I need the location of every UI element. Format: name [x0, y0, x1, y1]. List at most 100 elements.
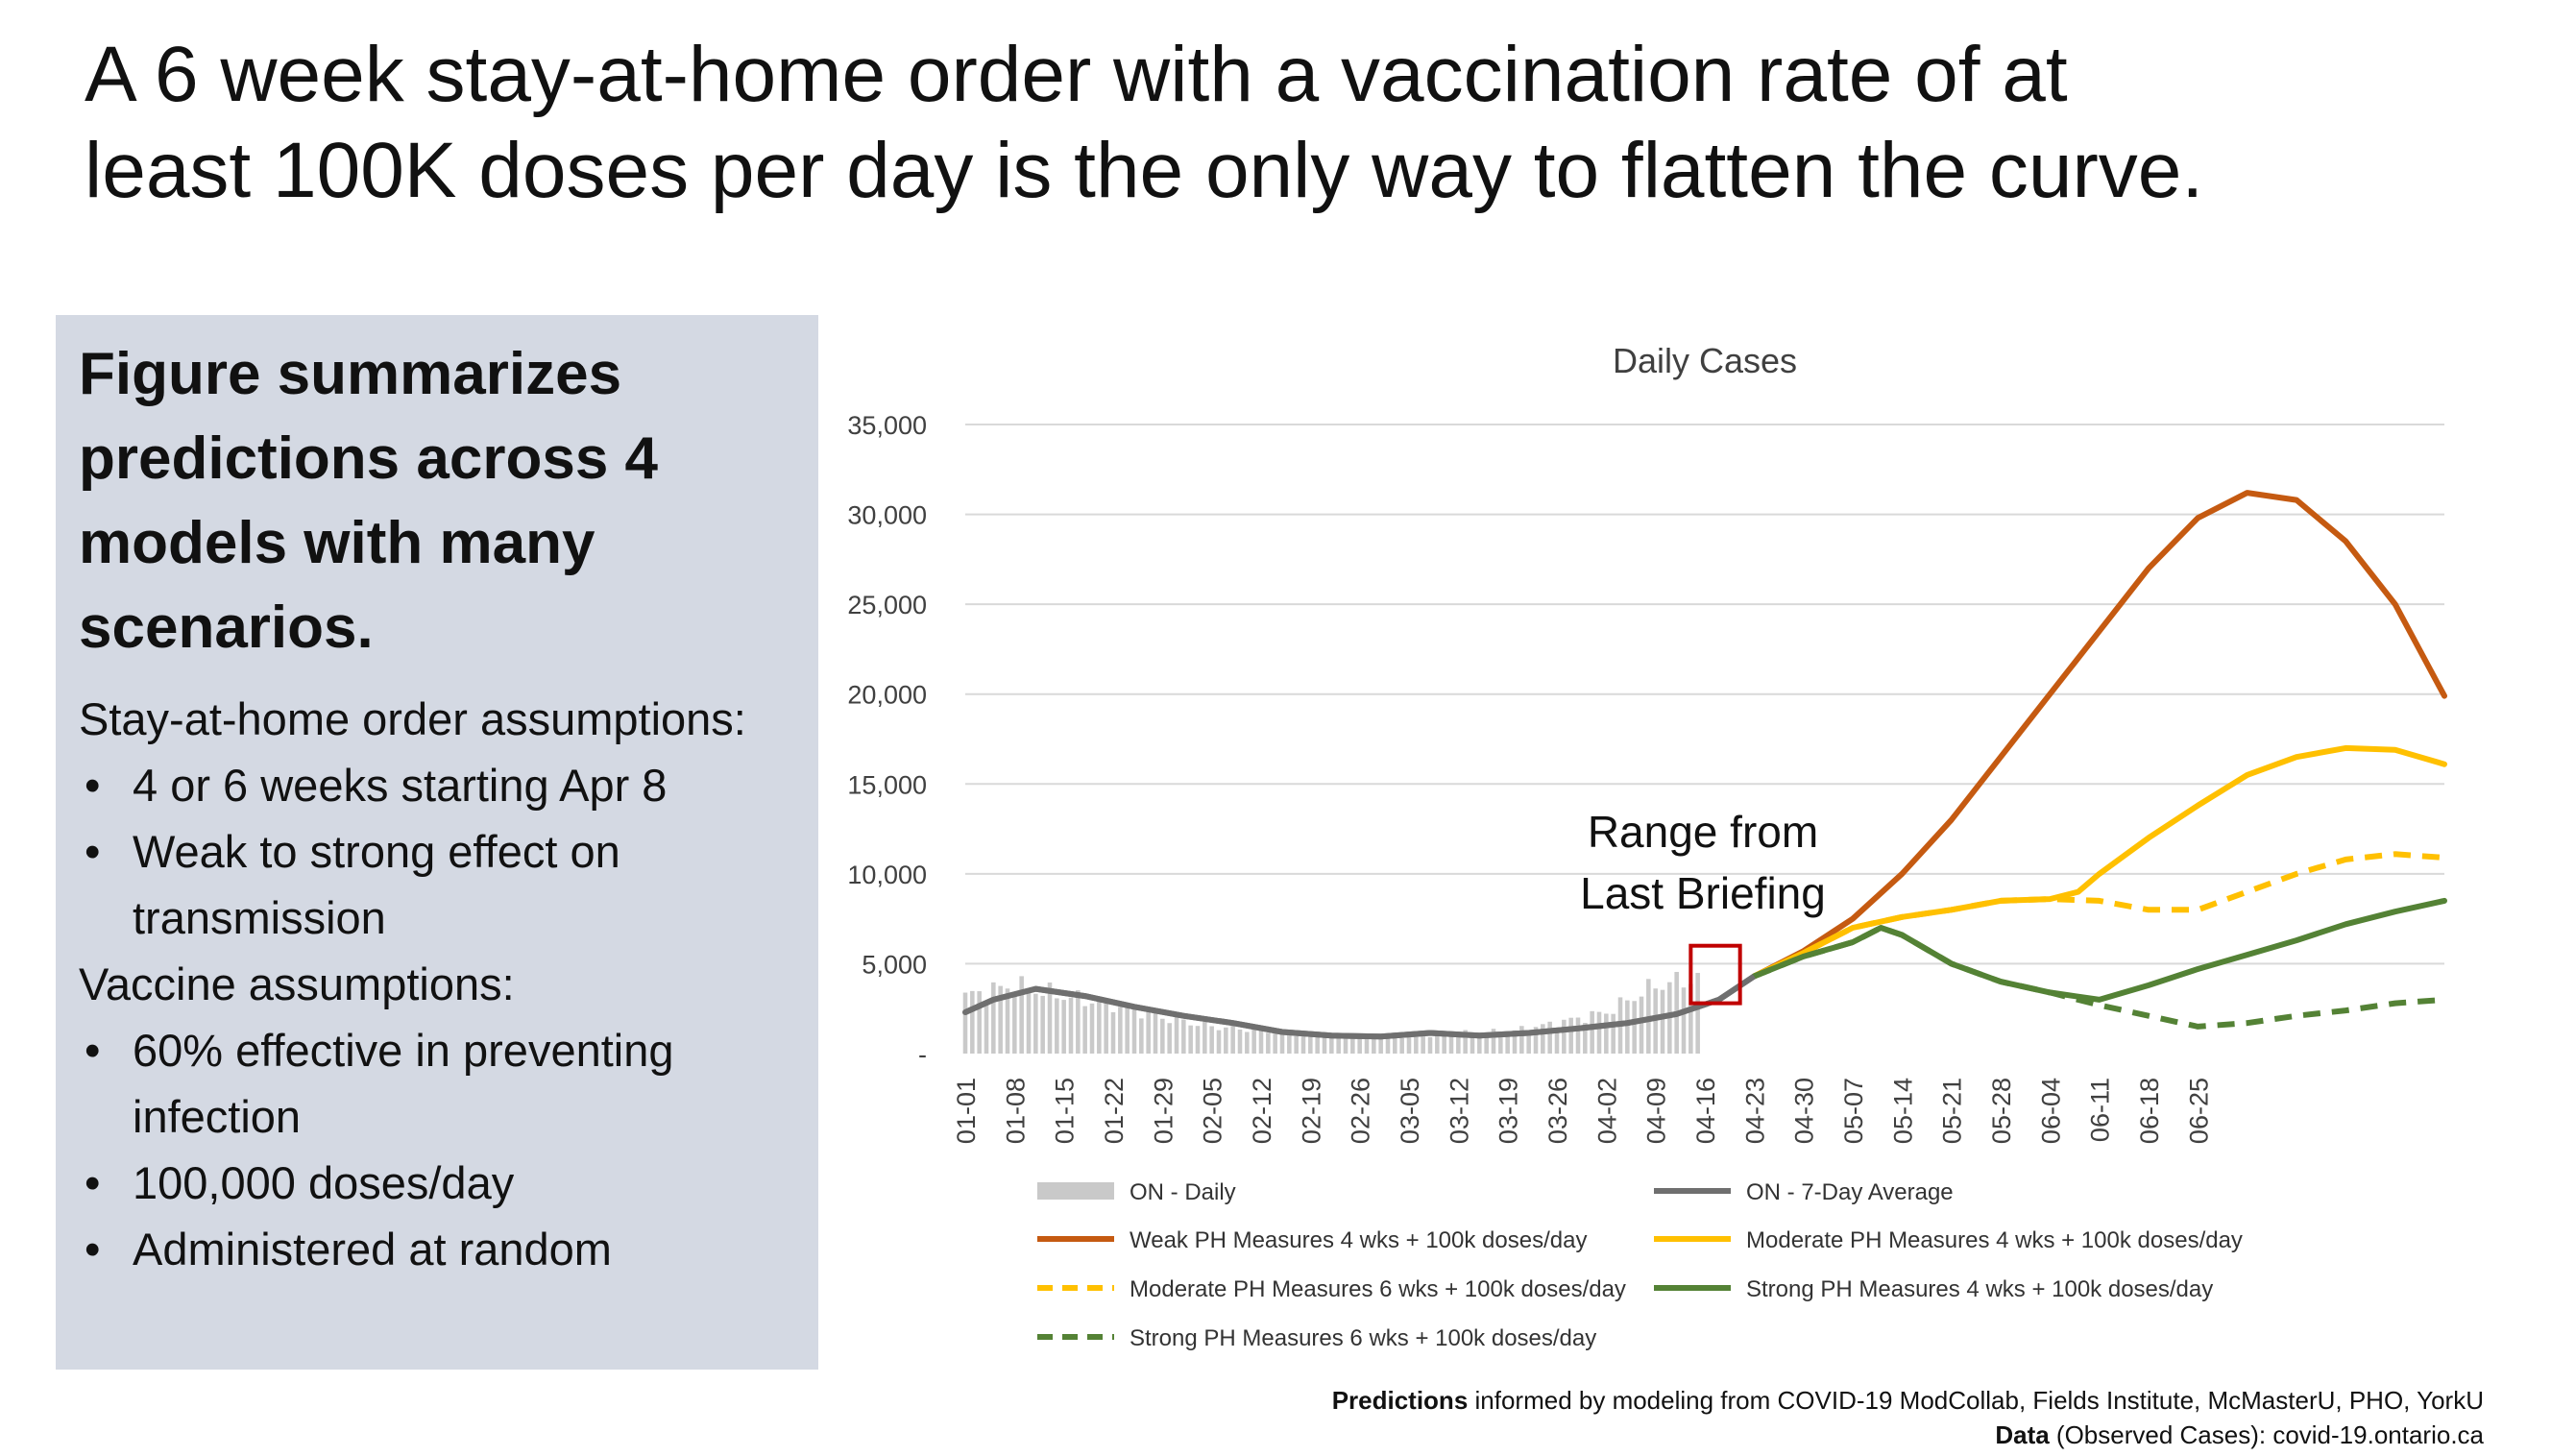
- daily-case-bar: [1110, 1011, 1116, 1054]
- daily-case-bar: [1315, 1036, 1320, 1054]
- series-line-2: [1751, 490, 2447, 980]
- daily-case-bar: [1047, 983, 1053, 1054]
- daily-case-bar: [1442, 1033, 1446, 1054]
- axes: Daily Cases - 5,000 10,000 15,000 20,000 25,00…: [847, 341, 2213, 1144]
- daily-case-bar: [1604, 1013, 1609, 1054]
- daily-case-bar: [1322, 1036, 1327, 1054]
- legend-label: Strong PH Measures 4 wks + 100k doses/da…: [1746, 1276, 2213, 1302]
- source-note-predictions-text: informed by modeling from COVID-19 ModCo…: [1468, 1386, 2485, 1415]
- x-tick-label: 01-08: [1001, 1078, 1030, 1144]
- y-tick-label: 30,000: [847, 501, 927, 530]
- list-item: 100,000 doses/day: [79, 1150, 795, 1216]
- legend-label: ON - Daily: [1130, 1179, 1236, 1205]
- daily-bars: [962, 971, 1700, 1054]
- daily-case-bar: [1216, 1030, 1222, 1054]
- daily-case-bar: [1463, 1030, 1468, 1054]
- x-tick-label: 03-26: [1543, 1078, 1572, 1144]
- annotation: Range from Last Briefing: [1580, 807, 1826, 1006]
- daily-case-bar: [1258, 1028, 1264, 1054]
- daily-case-bar: [1519, 1026, 1524, 1054]
- daily-case-bar: [1040, 995, 1045, 1054]
- daily-case-bar: [1245, 1031, 1250, 1054]
- y-tick-label: 25,000: [847, 591, 927, 619]
- daily-case-bar: [970, 990, 975, 1054]
- x-tick-label: 05-07: [1839, 1078, 1868, 1144]
- x-tick-label: 06-11: [2086, 1078, 2115, 1142]
- y-tick-label: 35,000: [847, 411, 927, 440]
- x-tick-label: 05-21: [1938, 1078, 1967, 1144]
- daily-case-bar: [1167, 1023, 1172, 1054]
- legend-swatch: [1037, 1182, 1114, 1200]
- series-line-6: [1753, 925, 2445, 1030]
- daily-case-bar: [1279, 1030, 1285, 1054]
- source-note-data-text: (Observed Cases): covid-19.ontario.ca: [2049, 1420, 2484, 1449]
- panel-heading: Figure summarizes predictions across 4 m…: [79, 341, 659, 661]
- daily-case-bar: [1203, 1021, 1207, 1054]
- stay-at-home-assumptions-list: 4 or 6 weeks starting Apr 8 Weak to stro…: [79, 752, 795, 951]
- daily-case-bar: [1653, 988, 1658, 1054]
- x-tick-label: 01-01: [952, 1078, 981, 1144]
- source-note-predictions: Predictions informed by modeling from CO…: [1043, 1383, 2484, 1418]
- daily-case-bar: [1393, 1033, 1397, 1054]
- list-item: 60% effective in preventing infection: [79, 1017, 795, 1150]
- daily-case-bar: [1131, 1008, 1137, 1054]
- x-tick-label: 05-14: [1888, 1078, 1917, 1144]
- daily-case-bar: [1230, 1025, 1235, 1054]
- source-note-data: Data (Observed Cases): covid-19.ontario.…: [1043, 1418, 2484, 1452]
- last-briefing-range-box: [1689, 943, 1742, 1006]
- daily-case-bar: [1076, 990, 1081, 1054]
- daily-case-bar: [1512, 1030, 1518, 1054]
- daily-case-bar: [1139, 1018, 1144, 1054]
- daily-case-bar: [1294, 1035, 1299, 1054]
- daily-case-bar: [1237, 1029, 1243, 1054]
- series-line-3: [1751, 744, 2447, 980]
- x-tick-label: 05-28: [1987, 1078, 2016, 1144]
- x-tick-label: 02-12: [1248, 1078, 1276, 1144]
- daily-case-bar: [1019, 976, 1024, 1054]
- daily-case-bar: [1505, 1032, 1510, 1054]
- slide-title-line-2: least 100K doses per day is the only way…: [85, 127, 2204, 214]
- x-tick-label: 04-16: [1691, 1078, 1720, 1144]
- daily-case-bar: [1399, 1037, 1404, 1054]
- daily-case-bar: [1224, 1027, 1228, 1054]
- daily-case-bar: [1273, 1033, 1277, 1054]
- y-tick-label: 5,000: [862, 950, 927, 979]
- daily-case-bar: [1181, 1019, 1186, 1054]
- x-tick-label: 06-18: [2135, 1078, 2164, 1144]
- series-lines: [962, 490, 2447, 1040]
- y-tick-label: 10,000: [847, 861, 927, 889]
- daily-case-bar: [1448, 1034, 1454, 1054]
- daily-case-bar: [1554, 1028, 1560, 1054]
- daily-case-bar: [1209, 1026, 1214, 1054]
- daily-case-bar: [1639, 996, 1644, 1054]
- daily-case-bar: [1456, 1035, 1461, 1054]
- daily-case-bar: [1562, 1019, 1567, 1054]
- slide-title-line-1: A 6 week stay-at-home order with a vacci…: [85, 31, 2068, 118]
- source-note-data-bold: Data: [1995, 1420, 2050, 1449]
- daily-case-bar: [998, 985, 1003, 1054]
- daily-case-bar: [1195, 1026, 1201, 1054]
- daily-case-bar: [1611, 1013, 1616, 1054]
- daily-case-bar: [1372, 1037, 1376, 1054]
- daily-case-bar: [1583, 1023, 1588, 1054]
- legend-label: Moderate PH Measures 6 wks + 100k doses/…: [1130, 1276, 1626, 1302]
- daily-case-bar: [1498, 1034, 1503, 1054]
- daily-case-bar: [1300, 1035, 1306, 1054]
- y-tick-label: -: [918, 1040, 927, 1069]
- daily-case-bar: [1160, 1018, 1165, 1054]
- legend-label: Weak PH Measures 4 wks + 100k doses/day: [1130, 1227, 1587, 1253]
- vaccine-assumptions-label: Vaccine assumptions:: [79, 959, 515, 1009]
- summary-panel: Figure summarizes predictions across 4 m…: [56, 315, 818, 1370]
- x-tick-label: 06-04: [2036, 1078, 2065, 1144]
- daily-case-bar: [1533, 1027, 1539, 1054]
- daily-case-bar: [991, 982, 996, 1054]
- daily-case-bar: [1026, 988, 1032, 1054]
- daily-case-bar: [1266, 1032, 1271, 1054]
- legend-label: Strong PH Measures 6 wks + 100k doses/da…: [1130, 1325, 1596, 1351]
- daily-case-bar: [1125, 1005, 1130, 1054]
- daily-case-bar: [1329, 1034, 1334, 1054]
- daily-case-bar: [1681, 987, 1687, 1054]
- vaccine-assumptions-list: 60% effective in preventing infection 10…: [79, 1017, 795, 1282]
- x-tick-label: 04-23: [1740, 1078, 1769, 1144]
